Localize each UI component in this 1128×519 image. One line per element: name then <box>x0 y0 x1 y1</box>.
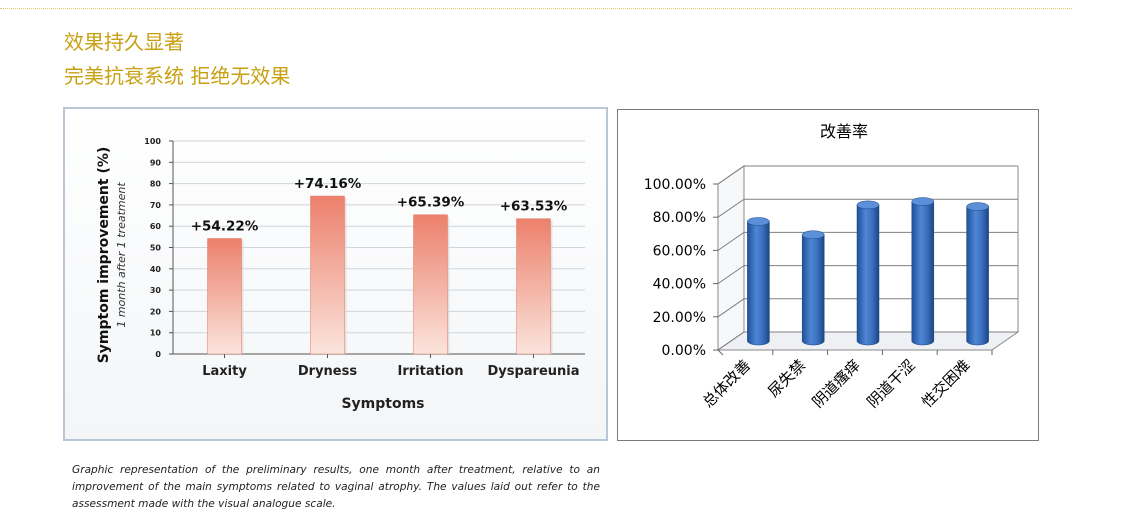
y-tick-label: 0 <box>155 350 161 359</box>
y-tick-label: 30 <box>150 286 162 295</box>
bar-dryness <box>310 195 345 355</box>
bar-top <box>856 200 880 210</box>
x-tick-label: 阴道瘙痒 <box>809 356 864 411</box>
x-tick-label: Dryness <box>298 364 357 379</box>
bar-body <box>911 201 935 346</box>
top-divider <box>0 8 1072 9</box>
gridline <box>717 165 1018 185</box>
y-axis-title: Symptom improvement (%) <box>96 147 112 364</box>
improvement-chart-panel: 改善率 0.00% 20.00% 40.00% 60.00% 80.00% 100.00%… <box>617 109 1039 441</box>
y-tick-label: 80 <box>150 180 162 189</box>
x-tick-label: 总体改善 <box>699 356 754 411</box>
data-label: +74.16% <box>294 176 362 192</box>
page-subtitle: 完美抗衰系统 拒绝无效果 <box>64 64 291 88</box>
bar-4 <box>911 197 935 346</box>
y-tick-label: 20 <box>150 307 162 316</box>
bar-5 <box>966 202 989 346</box>
x-tick-label: Laxity <box>202 364 247 379</box>
chart-title: 改善率 <box>820 122 868 141</box>
y-tick-label: 60 <box>150 222 162 231</box>
x-tick-mark <box>717 349 724 356</box>
figure-caption: Graphic representation of the preliminar… <box>72 464 600 510</box>
y-tick-label: 100 <box>144 137 161 146</box>
bar-body <box>856 204 880 346</box>
side-wall <box>717 165 745 351</box>
x-tick-label: 尿失禁 <box>764 356 809 401</box>
y-tick-label: 70 <box>150 201 162 210</box>
data-label: +63.53% <box>500 199 568 215</box>
y-tick-label: 20.00% <box>653 310 706 326</box>
x-tick-label: Irritation <box>398 364 464 379</box>
symptom-bar-chart: 0 10 20 30 40 50 60 70 80 90 100 +54.22% Laxity +74.… <box>65 109 606 439</box>
y-tick-label: 10 <box>150 329 162 338</box>
x-tick-label: Dyspareunia <box>487 364 579 379</box>
symptom-chart-panel: 0 10 20 30 40 50 60 70 80 90 100 +54.22% Laxity +74.… <box>63 107 608 441</box>
bar-top <box>966 202 989 211</box>
y-tick-label: 50 <box>150 244 162 253</box>
y-tick-label: 90 <box>150 158 162 167</box>
y-tick-label: 40 <box>150 265 162 274</box>
bar-irritation <box>413 214 448 355</box>
y-tick-label: 80.00% <box>653 210 706 226</box>
x-axis-title: Symptoms <box>341 396 424 412</box>
bar-3 <box>856 200 880 346</box>
x-tick-label: 性交困难 <box>918 356 973 411</box>
x-tick-label: 阴道干涩 <box>863 356 918 411</box>
bar-1 <box>747 217 770 346</box>
y-tick-label: 40.00% <box>653 277 706 293</box>
bar-body <box>801 234 825 346</box>
page-title: 效果持久显著 <box>64 30 184 54</box>
bar-top <box>801 230 825 240</box>
y-tick-label: 60.00% <box>653 243 706 259</box>
bar-body <box>966 206 989 346</box>
data-label: +54.22% <box>191 219 259 235</box>
bar-laxity <box>207 238 242 355</box>
bar-2 <box>801 230 825 346</box>
bar-body <box>747 221 770 346</box>
bar-top <box>911 197 935 206</box>
data-label: +65.39% <box>397 195 465 211</box>
bar-dyspareunia <box>516 218 551 355</box>
improvement-rate-3d-bar-chart: 改善率 0.00% 20.00% 40.00% 60.00% 80.00% 100.00%… <box>644 122 1020 411</box>
y-tick-label: 100.00% <box>644 177 706 193</box>
y-axis-subtitle: 1 month after 1 treatment <box>115 182 128 328</box>
y-tick-label: 0.00% <box>662 343 706 359</box>
bar-top <box>747 217 770 226</box>
